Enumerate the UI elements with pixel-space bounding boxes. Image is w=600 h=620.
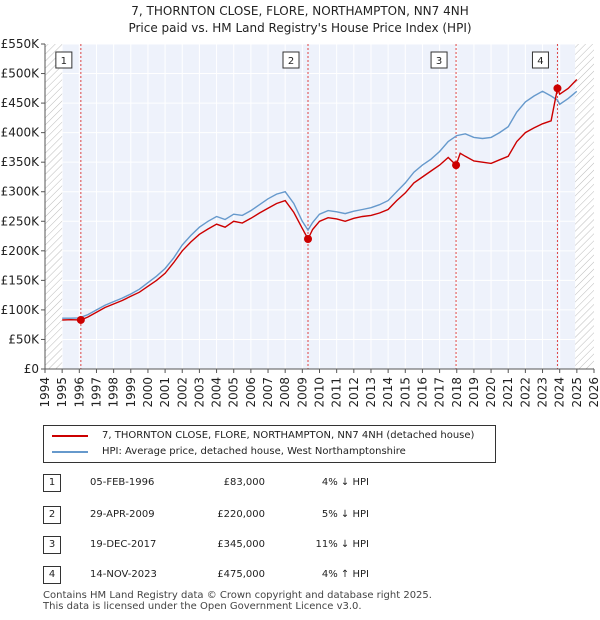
x-tick-label: 2019 (467, 377, 481, 408)
sale-date: 19-DEC-2017 (90, 539, 157, 550)
sale-label-number: 3 (436, 56, 442, 67)
x-tick-label: 2005 (227, 377, 241, 408)
sale-label-box (531, 51, 549, 69)
sale-label-box (430, 51, 448, 69)
x-tick-label: 2010 (313, 377, 327, 408)
sale-label-number: 2 (288, 56, 294, 67)
x-tick-label: 1999 (124, 377, 138, 408)
legend-swatch-red (52, 435, 88, 437)
sale-price: £345,000 (217, 539, 265, 550)
sale-point (553, 84, 562, 93)
sale-price: £83,000 (223, 477, 265, 488)
x-tick-label: 2003 (192, 377, 206, 408)
x-tick-label: 2018 (450, 377, 464, 408)
sale-label-number: 4 (537, 56, 543, 67)
x-tick-label: 2017 (433, 377, 447, 408)
sale-number-badge: 4 (43, 566, 61, 584)
legend: 7, THORNTON CLOSE, FLORE, NORTHAMPTON, N… (43, 425, 496, 463)
x-tick-label: 1996 (72, 377, 86, 408)
x-tick-label: 2016 (415, 377, 429, 408)
x-tick-label: 2001 (158, 377, 172, 408)
x-tick-label: 2020 (484, 377, 498, 408)
x-tick-label: 2009 (295, 377, 309, 408)
y-tick-label: £500K (1, 67, 41, 81)
y-tick-label: £150K (1, 273, 41, 287)
sale-date: 14-NOV-2023 (90, 569, 157, 580)
sale-label-box (282, 51, 300, 69)
sale-price: £220,000 (217, 509, 265, 520)
sale-date: 29-APR-2009 (90, 509, 155, 520)
x-tick-label: 2004 (210, 377, 224, 408)
hpi-line (62, 90, 578, 319)
hatched-region (45, 44, 63, 369)
y-tick-label: £0 (24, 362, 39, 376)
x-tick-label: 1997 (89, 377, 103, 408)
x-tick-label: 2011 (330, 377, 344, 408)
sale-hpi-diff: 4% ↑ HPI (321, 569, 369, 580)
y-tick-label: £100K (1, 303, 41, 317)
x-tick-label: 1994 (38, 377, 52, 408)
sale-point (304, 235, 313, 243)
hatched-region (575, 44, 594, 369)
sale-hpi-diff: 11% ↓ HPI (315, 539, 369, 550)
x-tick-label: 2022 (518, 377, 532, 408)
sale-number-badge: 2 (43, 506, 61, 524)
x-tick-label: 2023 (536, 377, 550, 408)
sale-number-badge: 3 (43, 536, 61, 554)
legend-label-hpi: HPI: Average price, detached house, West… (102, 446, 406, 457)
y-tick-label: £400K (1, 126, 41, 140)
x-tick-label: 2002 (175, 377, 189, 408)
x-tick-label: 1995 (55, 377, 69, 408)
sale-point (452, 161, 461, 170)
x-tick-label: 2000 (141, 377, 155, 408)
sale-price: £475,000 (217, 569, 265, 580)
x-tick-label: 1998 (107, 377, 121, 408)
property-price-line (62, 79, 578, 321)
x-tick-label: 2006 (244, 377, 258, 408)
footer-licence: This data is licensed under the Open Gov… (43, 601, 362, 612)
y-tick-label: £550K (1, 37, 41, 51)
legend-swatch-blue (52, 451, 88, 453)
price-chart: 1 2 3 4 £0 £50K £100K £150K £200K £250K £300K £350… (1, 37, 600, 408)
legend-label-property: 7, THORNTON CLOSE, FLORE, NORTHAMPTON, N… (102, 430, 475, 441)
x-tick-label: 2021 (501, 377, 515, 408)
sale-number-badge: 1 (43, 474, 61, 492)
sale-label-box (55, 51, 73, 69)
y-tick-label: £450K (1, 96, 41, 110)
x-tick-label: 2014 (381, 377, 395, 408)
x-tick-label: 2012 (347, 377, 361, 408)
chart-subtitle: Price paid vs. HM Land Registry's House … (128, 21, 472, 35)
x-tick-label: 2025 (570, 377, 584, 408)
x-tick-label: 2024 (553, 377, 567, 408)
x-tick-label: 2008 (278, 377, 292, 408)
y-tick-label: £350K (1, 155, 41, 169)
y-tick-label: £250K (1, 214, 41, 228)
chart-title: 7, THORNTON CLOSE, FLORE, NORTHAMPTON, N… (131, 4, 469, 18)
y-tick-label: £50K (8, 332, 40, 346)
sale-label-number: 1 (61, 56, 67, 67)
sale-hpi-diff: 5% ↓ HPI (321, 509, 369, 520)
footer-copyright: Contains HM Land Registry data © Crown c… (43, 590, 432, 601)
y-tick-label: £300K (1, 185, 41, 199)
sale-point (76, 315, 85, 324)
x-tick-label: 2007 (261, 377, 275, 408)
sale-hpi-diff: 4% ↓ HPI (321, 477, 369, 488)
y-tick-label: £200K (1, 244, 41, 258)
x-tick-label: 2026 (587, 377, 600, 408)
sale-date: 05-FEB-1996 (90, 477, 155, 488)
x-tick-label: 2013 (364, 377, 378, 408)
x-tick-label: 2015 (398, 377, 412, 408)
